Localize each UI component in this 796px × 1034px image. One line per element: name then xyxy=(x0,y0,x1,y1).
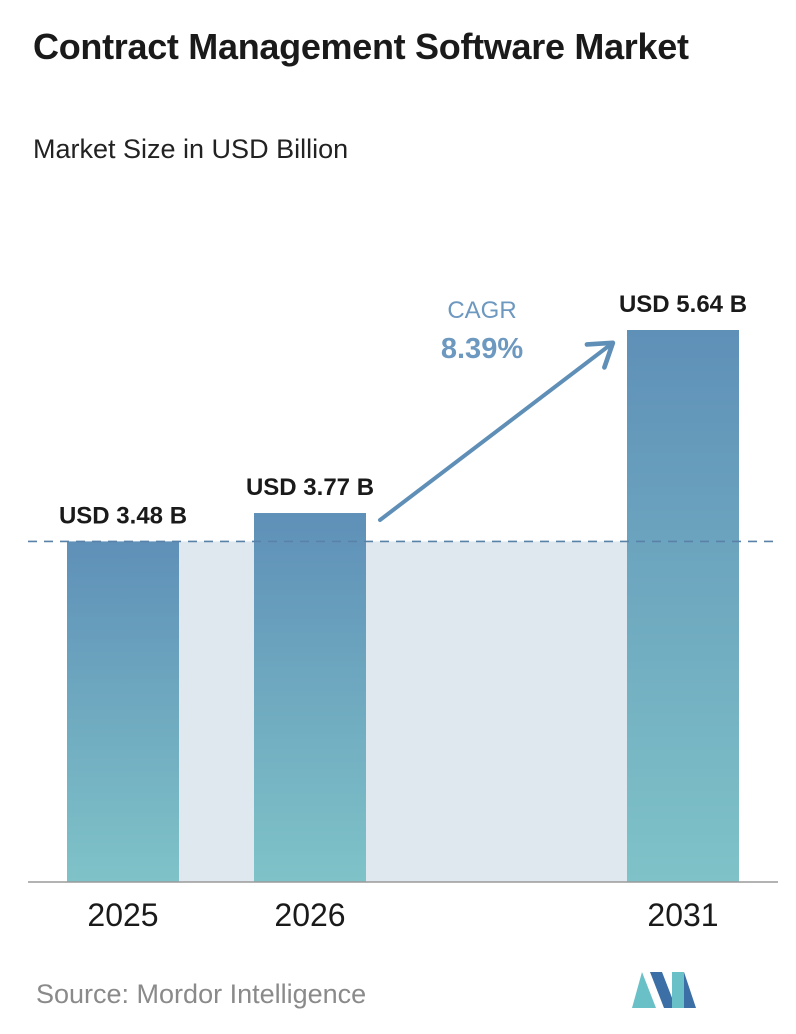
data-label-2025: USD 3.48 B xyxy=(59,502,187,529)
data-label-2026: USD 3.77 B xyxy=(246,474,374,501)
cagr-value: 8.39% xyxy=(441,333,523,365)
source-credit: Source: Mordor Intelligence xyxy=(36,979,367,1009)
chart-title: Contract Management Software Market xyxy=(33,26,689,67)
chart-subtitle: Market Size in USD Billion xyxy=(33,134,349,164)
x-tick-2026: 2026 xyxy=(274,897,345,933)
data-label-2031: USD 5.64 B xyxy=(619,291,747,318)
bar-2026 xyxy=(254,513,366,882)
cagr-arrow xyxy=(378,340,616,522)
cagr-label: CAGR xyxy=(447,297,516,324)
x-tick-2025: 2025 xyxy=(87,897,158,933)
mordor-intelligence-logo xyxy=(632,972,696,1008)
bar-2031 xyxy=(627,330,739,882)
reference-band xyxy=(123,541,683,882)
x-tick-2031: 2031 xyxy=(647,897,718,933)
bar-chart: USD 3.48 B 2025 USD 3.77 B 2026 USD 5.64 B 20… xyxy=(28,291,780,933)
bar-2025 xyxy=(67,541,179,882)
